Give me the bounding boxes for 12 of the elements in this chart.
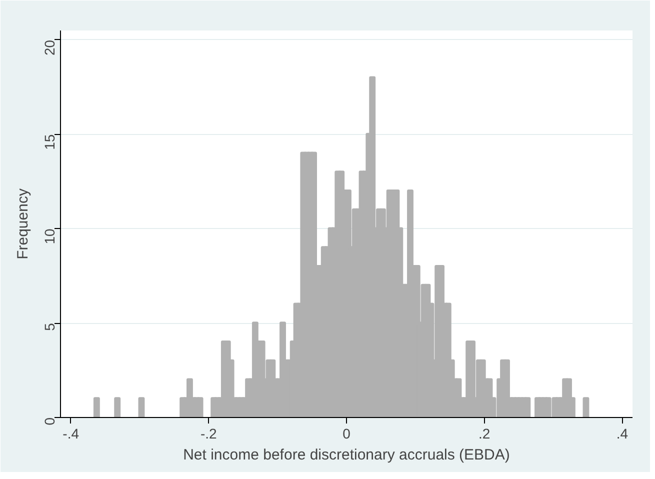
x-tick-label: -.2 xyxy=(200,426,218,442)
y-tick-label: 10 xyxy=(42,228,58,244)
y-tick-label: 5 xyxy=(42,322,58,331)
y-tick-label: 15 xyxy=(42,134,58,150)
x-axis-title: Net income before discretionary accruals (EBDA) xyxy=(183,446,510,464)
y-axis-title: Frequency xyxy=(14,188,32,260)
x-tick-label: -.4 xyxy=(62,426,80,442)
y-tick-label: 0 xyxy=(42,417,58,426)
x-tick-label: .2 xyxy=(478,426,490,442)
x-tick-label: 0 xyxy=(342,426,351,442)
x-tick-label: .4 xyxy=(616,426,628,442)
y-tick-label: 20 xyxy=(42,40,58,56)
